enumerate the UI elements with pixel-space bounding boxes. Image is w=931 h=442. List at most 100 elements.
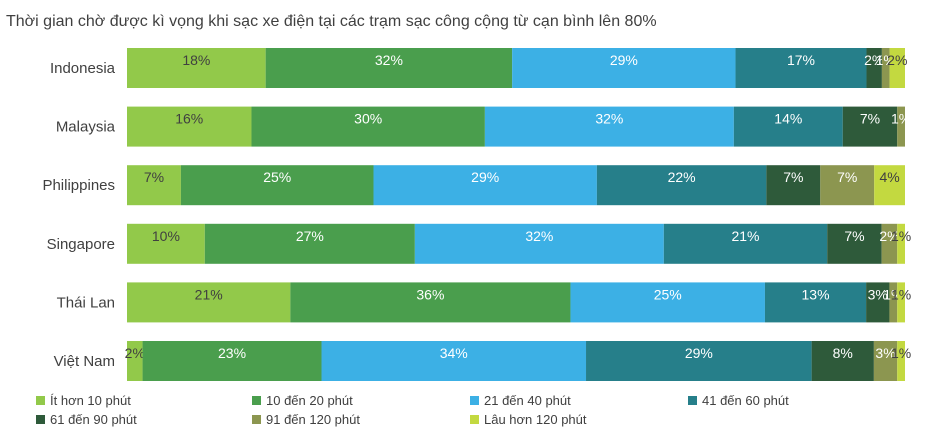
data-label: 29% [610, 52, 638, 68]
data-label: 25% [654, 286, 682, 302]
category-label: Indonesia [50, 60, 116, 77]
data-label: 29% [685, 345, 713, 361]
data-label: 2% [125, 345, 145, 361]
bar-segment [127, 48, 266, 88]
legend-label: 21 đến 40 phút [484, 393, 571, 408]
category-label: Singapore [47, 236, 115, 253]
data-label: 18% [182, 52, 210, 68]
bar-segment [290, 282, 571, 323]
data-label: 17% [787, 52, 815, 68]
bar-segment [321, 341, 587, 381]
bar-segment [251, 106, 485, 147]
bar-segment [127, 341, 143, 381]
legend-swatch [36, 396, 45, 405]
bar-row-indonesia: Indonesia 18% 32% 29% 17% 2%1%2% [50, 48, 907, 88]
bar-segment [373, 165, 597, 206]
data-label: 7% [144, 169, 164, 185]
data-label: 34% [440, 345, 468, 361]
legend-swatch [470, 415, 479, 424]
bar-segment [874, 165, 905, 206]
data-label: 32% [525, 228, 553, 244]
bar-segment [873, 341, 898, 381]
legend-item-41-den-60-phut: 41 đến 60 phút [688, 393, 789, 408]
bar-segment [842, 106, 898, 147]
bar-segment [733, 106, 843, 147]
data-label: 4% [879, 169, 899, 185]
data-label: 14% [774, 111, 802, 127]
bar-segment [897, 341, 905, 381]
legend-swatch [252, 396, 261, 405]
bar-segment [596, 165, 767, 206]
bar-segment [127, 165, 181, 206]
bar-segment [180, 165, 374, 206]
category-label: Việt Nam [54, 353, 115, 370]
chart-title: Thời gian chờ được kì vọng khi sạc xe đi… [6, 13, 657, 30]
data-label: 1% [891, 228, 911, 244]
bar-segment [265, 48, 513, 88]
legend-swatch [36, 415, 45, 424]
legend-label: 41 đến 60 phút [702, 393, 789, 408]
bar-segment [897, 282, 905, 323]
data-label: 16% [175, 111, 203, 127]
data-label: 13% [802, 286, 830, 302]
category-label: Philippines [42, 177, 115, 194]
data-label: 7% [860, 111, 880, 127]
bar-segment [204, 223, 415, 264]
data-label: 1% [891, 286, 911, 302]
bar-segment [570, 282, 765, 323]
legend-swatch [688, 396, 697, 405]
data-label: 32% [595, 111, 623, 127]
legend-label: 61 đến 90 phút [50, 412, 137, 427]
data-label: 2% [879, 228, 899, 244]
bar-row-viet-nam: Việt Nam 2% 23% 34% 29% 8% 3%1% [54, 341, 911, 381]
legend-item-91-den-120-phut: 91 đến 120 phút [252, 412, 360, 427]
data-label: 7% [837, 169, 857, 185]
data-label: 22% [668, 169, 696, 185]
bar-segment [586, 341, 812, 381]
category-label: Malaysia [56, 119, 116, 136]
legend: Ít hơn 10 phút 10 đến 20 phút 21 đến 40 ph… [36, 393, 789, 427]
bar-segment [484, 106, 734, 147]
bar-segment [764, 282, 867, 323]
bar-segment [127, 106, 252, 147]
category-label: Thái Lan [57, 294, 115, 311]
legend-item-61-den-90-phut: 61 đến 90 phút [36, 412, 137, 427]
data-label: 2% [887, 52, 907, 68]
bar-segment [897, 106, 905, 147]
bar-segment [897, 223, 905, 264]
bar-segment [866, 282, 890, 323]
data-label: 2% [864, 52, 884, 68]
data-label: 30% [354, 111, 382, 127]
bar-segment [766, 165, 821, 206]
bar-row-singapore: Singapore 10% 27% 32% 21% 7% 2%1% [47, 223, 911, 264]
data-label: 29% [471, 169, 499, 185]
data-label: 25% [263, 169, 291, 185]
bar-row-malaysia: Malaysia 16% 30% 32% 14% 7% 1% [56, 106, 911, 147]
data-label: 27% [296, 228, 324, 244]
data-label: 32% [375, 52, 403, 68]
legend-item-10-den-20-phut: 10 đến 20 phút [252, 393, 353, 408]
data-label: 23% [218, 345, 246, 361]
bar-segment [735, 48, 867, 88]
bar-segment [881, 223, 898, 264]
legend-label: 91 đến 120 phút [266, 412, 360, 427]
legend-label: 10 đến 20 phút [266, 393, 353, 408]
bar-segment [889, 282, 898, 323]
bar-segment [820, 165, 875, 206]
data-label: 1% [891, 111, 911, 127]
bar-segment [142, 341, 322, 381]
data-label: 3% [868, 286, 888, 302]
bar-segment [811, 341, 874, 381]
data-label: 3% [875, 345, 895, 361]
legend-item-lau-hon-120-phut: Lâu hơn 120 phút [470, 412, 587, 427]
bar-segment [663, 223, 828, 264]
data-label: 21% [195, 286, 223, 302]
data-label: 10% [152, 228, 180, 244]
legend-item-21-den-40-phut: 21 đến 40 phút [470, 393, 571, 408]
legend-swatch [470, 396, 479, 405]
data-label: 7% [844, 228, 864, 244]
bar-row-philippines: Philippines 7% 25% 29% 22% 7% 7% 4% [42, 165, 905, 206]
legend-label: Ít hơn 10 phút [50, 393, 131, 408]
